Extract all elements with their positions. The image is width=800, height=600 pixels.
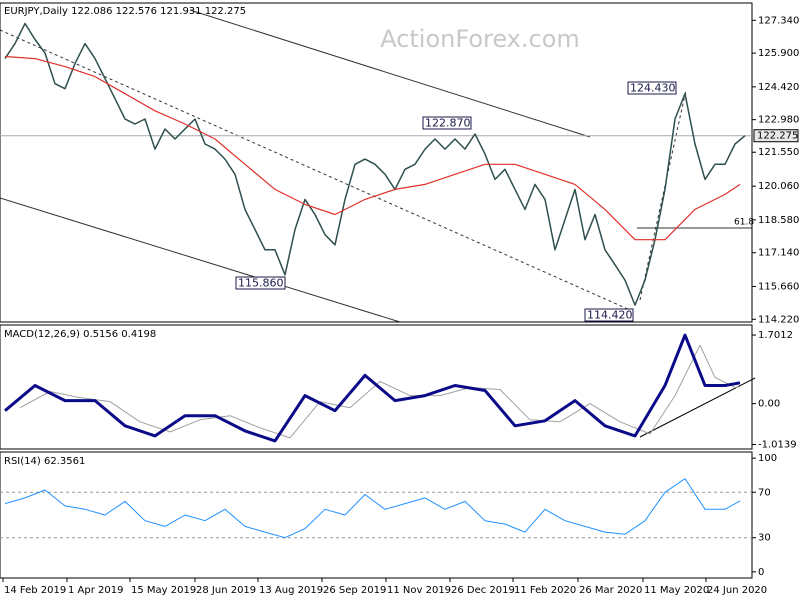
y-tick-label: 127.340 [758,15,799,26]
annotation: 122.870 [425,117,471,130]
y-tick-label: 122.980 [758,115,799,126]
series-line [4,333,741,443]
panel-frame [0,451,753,579]
trend-line [0,29,631,311]
plot-area [0,2,753,579]
annotation: 124.430 [630,82,676,95]
y-tick-label: 125.900 [758,48,799,59]
y-tick-label: 70 [758,487,771,498]
series-line [4,55,741,241]
annotation: 114.420 [587,309,633,322]
x-tick-label: 28 Jun 2019 [196,585,256,596]
x-tick-label: 26 Dec 2019 [451,585,515,596]
y-tick-label: -1.0139 [758,440,797,451]
x-tick-label: 13 Aug 2019 [259,585,323,596]
y-tick-label: 1.7012 [758,330,793,341]
x-tick-label: 26 Sep 2019 [323,585,386,596]
last-price-box [753,129,799,143]
channel-line [0,197,401,323]
series-line [19,344,741,439]
y-tick-label: 100 [758,453,777,464]
panel-title: MACD(12,26,9) 0.5156 0.4198 [4,329,156,340]
x-tick-label: 15 May 2019 [131,585,196,596]
x-tick-label: 24 Jun 2020 [707,585,767,596]
y-tick-label: 121.550 [758,147,799,158]
y-tick-label: 114.220 [758,314,799,325]
y-tick-label: 0 [758,567,764,578]
y-tick-label: 30 [758,533,771,544]
last-price-label: 122.275 [757,131,798,142]
watermark: ActionForex.com [380,25,580,53]
annotation-box [627,81,677,95]
x-tick-label: 1 Apr 2019 [68,585,123,596]
x-tick-label: 14 Feb 2019 [4,585,66,596]
annotation: 115.860 [238,277,284,290]
series-line [4,22,746,306]
panel-title: RSI(14) 62.3561 [4,456,85,467]
channel-line [189,9,591,138]
y-tick-label: 120.060 [758,181,799,192]
annotation-box [235,276,286,290]
x-tick-label: 11 Feb 2020 [514,585,576,596]
annotation-box [584,308,634,322]
y-tick-label: 0.00 [758,399,780,410]
annotation-box [422,116,472,130]
y-tick-label: 118.580 [758,215,799,226]
x-tick-label: 26 Mar 2020 [579,585,642,596]
x-tick-label: 11 Nov 2019 [387,585,451,596]
panel-frame [0,324,753,450]
x-tick-label: 11 May 2020 [644,585,709,596]
y-tick-label: 115.660 [758,281,799,292]
y-tick-label: 124.420 [758,82,799,93]
fib-label: 61.8 [734,218,754,228]
series-line [4,478,741,539]
header: EURJPY,Daily 122.086 122.576 121.931 122… [4,6,246,17]
panel-frame [0,2,753,323]
y-tick-label: 117.140 [758,248,799,259]
